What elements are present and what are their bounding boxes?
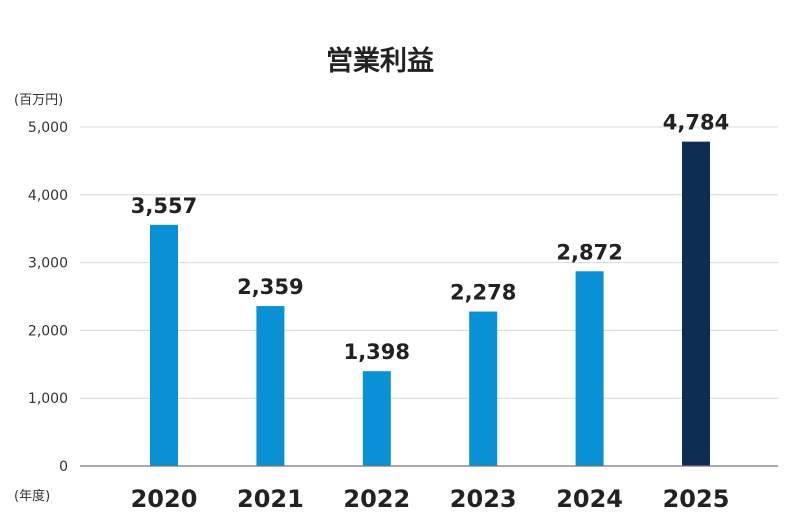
bar-2020: [150, 224, 178, 466]
y-tick-label: 4,000: [28, 188, 68, 204]
x-tick-label-2022: 2022: [343, 485, 410, 513]
x-tick-label-2021: 2021: [237, 485, 304, 513]
bar-2022: [362, 371, 391, 466]
x-axis-ticks: 2020 2021 2022 2023 2024 2025: [131, 485, 730, 513]
y-axis-ticks: 0 1,000 2,000 3,000 4,000 5,000: [28, 120, 68, 475]
y-tick-label: 0: [59, 459, 68, 475]
bars: [150, 141, 710, 466]
y-tick-label: 5,000: [28, 120, 68, 136]
gridlines: [80, 126, 778, 399]
data-labels: 3,557 2,359 1,398 2,278 2,872 4,784: [131, 111, 729, 365]
y-axis-unit: (百万円): [14, 93, 63, 108]
bar-2021: [256, 306, 285, 466]
data-label-2022: 1,398: [344, 340, 410, 364]
x-axis-unit: (年度): [14, 488, 50, 504]
chart-title: 営業利益: [326, 45, 434, 77]
x-tick-label-2020: 2020: [131, 485, 198, 513]
y-tick-label: 3,000: [28, 256, 68, 272]
data-label-2020: 3,557: [131, 194, 197, 218]
x-tick-label-2025: 2025: [663, 485, 730, 513]
bar-2025: [682, 141, 710, 466]
y-tick-label: 2,000: [28, 323, 68, 339]
y-tick-label: 1,000: [28, 391, 68, 407]
data-label-2021: 2,359: [237, 275, 303, 299]
data-label-2025: 4,784: [663, 111, 729, 135]
x-tick-label-2023: 2023: [450, 485, 517, 513]
data-label-2023: 2,278: [450, 281, 516, 305]
bar-2024: [575, 271, 604, 466]
bar-2023: [469, 311, 498, 466]
data-label-2024: 2,872: [556, 240, 622, 264]
x-tick-label-2024: 2024: [556, 485, 623, 513]
